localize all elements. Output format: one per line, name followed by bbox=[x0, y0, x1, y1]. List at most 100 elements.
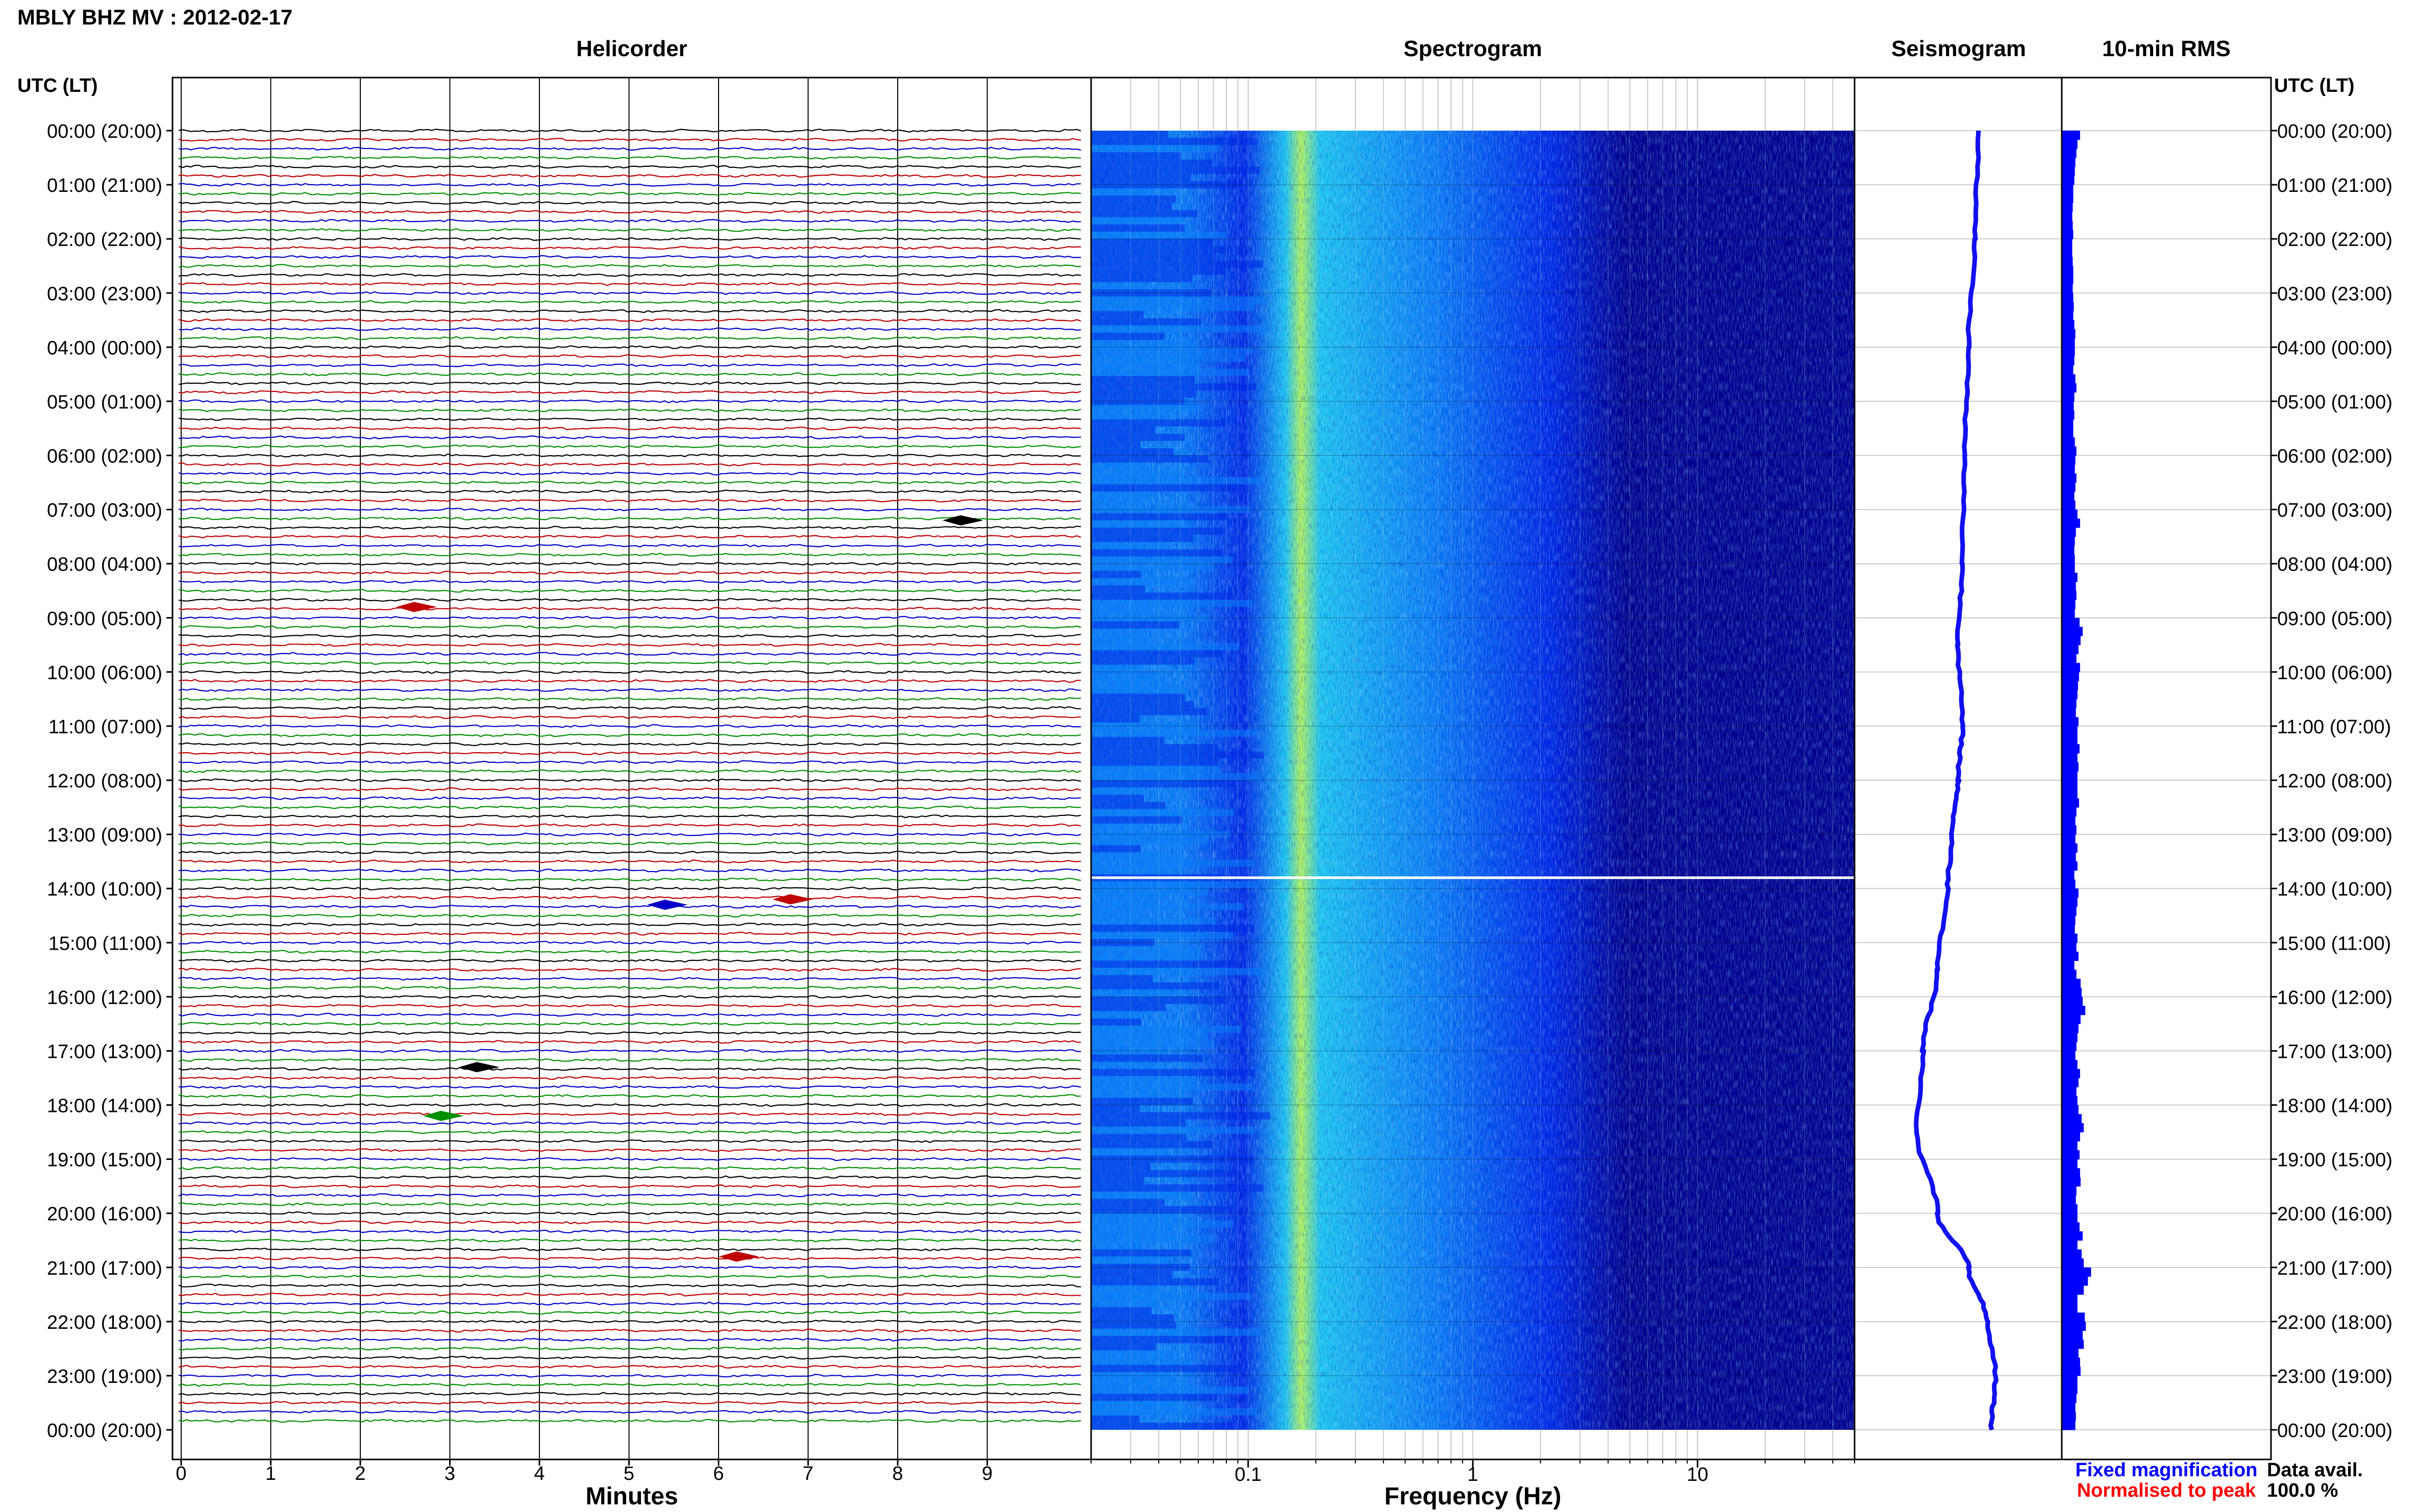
time-label-right: 02:00 (22:00) bbox=[2277, 229, 2392, 251]
time-label-right: 03:00 (23:00) bbox=[2277, 283, 2392, 305]
helicorder-trace bbox=[178, 553, 1081, 557]
rms-bar bbox=[2062, 852, 2076, 862]
helicorder-trace bbox=[178, 146, 1081, 151]
rms-bar bbox=[2062, 437, 2075, 447]
helicorder-trace bbox=[178, 814, 1081, 819]
time-label-left: 18:00 (14:00) bbox=[47, 1096, 162, 1117]
helicorder-trace bbox=[178, 534, 1081, 539]
rms-bar bbox=[2062, 600, 2076, 609]
helicorder-trace bbox=[178, 363, 1081, 367]
helicorder-trace bbox=[178, 1130, 1081, 1134]
helicorder-trace bbox=[178, 1256, 1081, 1260]
helicorder-trace bbox=[178, 1401, 1081, 1405]
rms-bar bbox=[2062, 220, 2073, 230]
rms-bar bbox=[2062, 1150, 2080, 1160]
rms-bar bbox=[2062, 681, 2078, 690]
rms-bar bbox=[2062, 1330, 2083, 1340]
helicorder-trace bbox=[178, 426, 1081, 431]
helicorder-trace bbox=[178, 1301, 1081, 1306]
helicorder-trace bbox=[178, 1148, 1081, 1152]
helicorder-trace bbox=[178, 381, 1081, 386]
rms-bar bbox=[2062, 176, 2075, 185]
rms-bar bbox=[2062, 870, 2075, 880]
rms-bar bbox=[2062, 401, 2074, 411]
rms-bar bbox=[2062, 1042, 2077, 1051]
rms-bar bbox=[2062, 1114, 2082, 1124]
rms-bar bbox=[2062, 717, 2079, 727]
helicorder-trace bbox=[178, 1004, 1081, 1008]
rms-bar bbox=[2062, 708, 2076, 717]
helicorder-event bbox=[647, 899, 688, 910]
time-label-right: 12:00 (08:00) bbox=[2277, 771, 2392, 792]
time-label-left: 01:00 (21:00) bbox=[47, 175, 162, 196]
rms-bar bbox=[2062, 943, 2077, 952]
rms-bar bbox=[2062, 148, 2077, 158]
helicorder-trace bbox=[178, 526, 1081, 530]
rms-bar bbox=[2062, 617, 2080, 627]
rms-bar bbox=[2062, 1357, 2080, 1367]
time-label-left: 11:00 (07:00) bbox=[48, 716, 162, 738]
helicorder-tick-label: 8 bbox=[892, 1463, 903, 1484]
time-label-right: 08:00 (04:00) bbox=[2277, 554, 2392, 576]
helicorder-trace bbox=[178, 787, 1081, 791]
rms-bar bbox=[2062, 536, 2075, 546]
time-label-right: 00:00 (20:00) bbox=[2277, 121, 2392, 142]
rms-bar bbox=[2062, 239, 2072, 249]
time-label-left: 09:00 (05:00) bbox=[47, 608, 162, 630]
rms-bar bbox=[2062, 1123, 2084, 1133]
rms-bar bbox=[2062, 392, 2075, 402]
helicorder-trace bbox=[178, 1121, 1081, 1125]
rms-bar bbox=[2062, 1276, 2088, 1286]
helicorder-trace bbox=[178, 796, 1081, 801]
helicorder-trace bbox=[178, 642, 1081, 647]
time-label-left: 13:00 (09:00) bbox=[47, 825, 162, 846]
helicorder-trace bbox=[178, 841, 1081, 846]
helicorder-trace bbox=[178, 715, 1081, 720]
helicorder-trace bbox=[178, 615, 1081, 620]
helicorder-trace bbox=[178, 1283, 1081, 1288]
helicorder-trace bbox=[178, 462, 1081, 467]
helicorder-trace bbox=[178, 156, 1081, 160]
rms-bar bbox=[2062, 897, 2078, 907]
time-label-left: 20:00 (16:00) bbox=[47, 1204, 162, 1225]
data-avail-value: 100.0 % bbox=[2267, 1480, 2338, 1501]
helicorder-trace bbox=[178, 480, 1081, 485]
time-label-right: 11:00 (07:00) bbox=[2277, 716, 2391, 738]
helicorder-trace bbox=[178, 1337, 1081, 1342]
helicorder-trace bbox=[178, 1076, 1081, 1080]
helicorder-trace bbox=[178, 300, 1081, 304]
rms-bar bbox=[2062, 1204, 2078, 1214]
rms-bar bbox=[2062, 1312, 2085, 1322]
helicorder-trace bbox=[178, 607, 1081, 611]
rms-bar bbox=[2062, 166, 2075, 176]
time-label-left: 14:00 (10:00) bbox=[47, 879, 162, 900]
rms-bar bbox=[2062, 1321, 2086, 1331]
time-label-right: 10:00 (06:00) bbox=[2277, 662, 2392, 684]
helicorder-trace bbox=[178, 968, 1081, 972]
axis-header-right: UTC (LT) bbox=[2274, 75, 2355, 96]
helicorder-trace bbox=[178, 354, 1081, 358]
rms-bar bbox=[2062, 419, 2074, 429]
rms-bar bbox=[2062, 518, 2080, 528]
rms-bar bbox=[2062, 834, 2076, 844]
helicorder-trace bbox=[178, 390, 1081, 394]
helicorder-trace bbox=[178, 516, 1081, 520]
rms-bar bbox=[2062, 230, 2074, 239]
rms-bar bbox=[2062, 933, 2078, 943]
helicorder-trace bbox=[178, 931, 1081, 936]
helicorder-trace bbox=[178, 1049, 1081, 1053]
rms-bar bbox=[2062, 771, 2078, 781]
helicorder-trace bbox=[178, 1365, 1081, 1369]
helicorder-trace bbox=[178, 706, 1081, 710]
rms-bar bbox=[2062, 482, 2076, 492]
rms-bar bbox=[2062, 1240, 2078, 1250]
rms-bar bbox=[2062, 960, 2075, 970]
helicorder-trace bbox=[178, 1166, 1081, 1171]
helicorder-trace bbox=[178, 399, 1081, 404]
rms-bar bbox=[2062, 924, 2075, 934]
rms-bar bbox=[2062, 672, 2079, 682]
helicorder-trace bbox=[178, 129, 1081, 133]
helicorder-trace bbox=[178, 1039, 1081, 1044]
helicorder-trace bbox=[178, 859, 1081, 863]
rms-bar bbox=[2062, 951, 2079, 961]
